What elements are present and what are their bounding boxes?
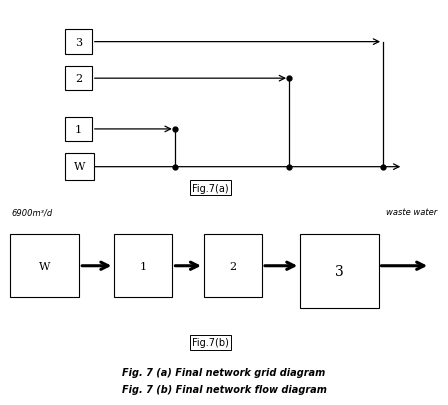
Text: 3: 3 — [335, 264, 344, 278]
Bar — [65, 154, 94, 180]
Bar — [204, 235, 262, 298]
Bar — [65, 117, 92, 142]
Text: W: W — [39, 261, 50, 271]
Text: Fig.7(b): Fig.7(b) — [192, 337, 229, 347]
Bar — [114, 235, 172, 298]
Text: W: W — [74, 162, 85, 172]
Text: 1: 1 — [140, 261, 147, 271]
Bar — [300, 235, 379, 308]
Text: 3: 3 — [75, 38, 82, 47]
Text: Fig. 7 (b) Final network flow diagram: Fig. 7 (b) Final network flow diagram — [121, 384, 327, 394]
Text: 2: 2 — [229, 261, 237, 271]
Text: waste water: waste water — [386, 208, 437, 217]
Text: 6900m³/d: 6900m³/d — [11, 208, 52, 217]
Text: Fig. 7 (a) Final network grid diagram: Fig. 7 (a) Final network grid diagram — [122, 367, 326, 377]
Text: 1: 1 — [75, 125, 82, 134]
Bar — [10, 235, 79, 298]
Text: Fig.7(a): Fig.7(a) — [192, 183, 229, 193]
Bar — [65, 30, 92, 55]
Text: 2: 2 — [75, 74, 82, 84]
Bar — [65, 67, 92, 91]
